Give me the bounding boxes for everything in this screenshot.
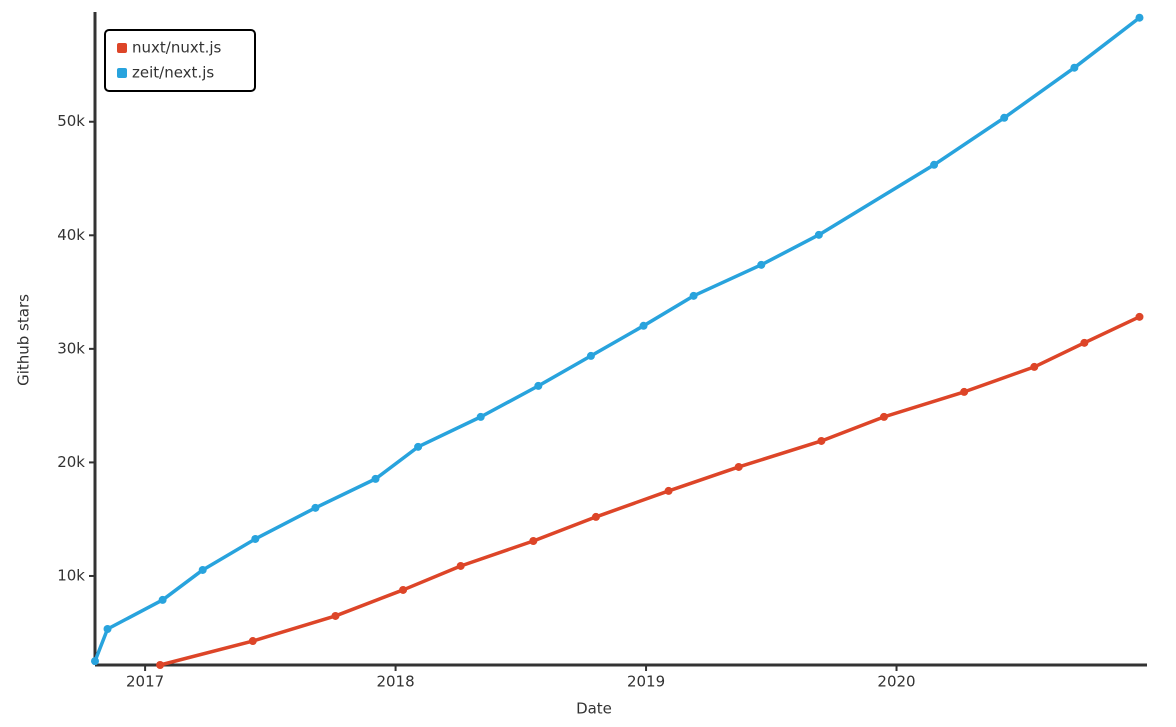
y-tick-label: 10k (57, 566, 85, 584)
x-tick-label: 2018 (376, 673, 414, 691)
x-tick-label: 2020 (877, 673, 915, 691)
y-tick-label: 30k (57, 339, 85, 357)
x-axis-label: Date (576, 700, 612, 718)
y-tick-label: 40k (57, 226, 85, 244)
point (456, 561, 465, 570)
point (1135, 13, 1144, 22)
legend-swatch (117, 68, 127, 78)
legend-label: nuxt/nuxt.js (132, 39, 222, 57)
point (103, 625, 112, 634)
legend-swatch (117, 43, 127, 53)
point (930, 160, 939, 169)
point (1030, 362, 1039, 371)
point (529, 536, 538, 545)
point (251, 534, 260, 543)
point (814, 230, 823, 239)
point (248, 637, 257, 646)
point (586, 351, 595, 360)
point (1080, 338, 1089, 347)
point (534, 381, 543, 390)
point (198, 565, 207, 574)
point (331, 611, 340, 620)
point (591, 512, 600, 521)
point (399, 585, 408, 594)
point (664, 486, 673, 495)
point (158, 595, 167, 604)
y-axis-label: Github stars (15, 294, 33, 386)
point (1135, 312, 1144, 321)
point (476, 412, 485, 421)
point (414, 442, 423, 451)
x-tick-label: 2019 (627, 673, 665, 691)
point (960, 387, 969, 396)
series-line (93, 15, 1142, 663)
legend-label: zeit/next.js (132, 64, 214, 82)
legend: nuxt/nuxt.js zeit/next.js (104, 29, 256, 92)
point (880, 412, 888, 421)
point (689, 291, 698, 300)
legend-box (104, 29, 256, 92)
point (734, 462, 743, 471)
y-tick-label: 20k (57, 453, 85, 471)
point (757, 260, 766, 269)
x-tick-label: 2017 (126, 673, 164, 691)
point (1000, 113, 1009, 122)
point (639, 321, 648, 330)
y-tick-label: 50k (57, 112, 85, 130)
point (817, 436, 826, 445)
point (1070, 63, 1079, 72)
series-line (158, 315, 1142, 667)
point (311, 503, 320, 512)
point (91, 657, 99, 666)
point (156, 661, 165, 669)
point (371, 474, 380, 483)
